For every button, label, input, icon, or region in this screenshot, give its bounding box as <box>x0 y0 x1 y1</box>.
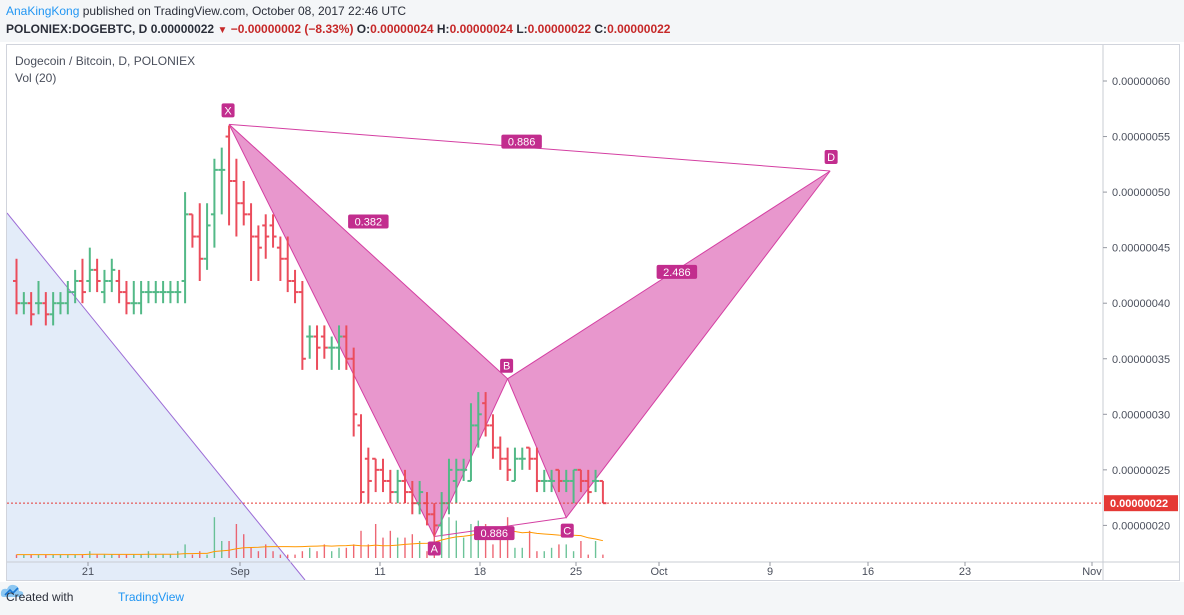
x-tick-label: Sep <box>230 566 250 578</box>
x-tick-label: 25 <box>570 566 582 578</box>
point-label-c-bg <box>560 523 574 538</box>
y-tick-label: 0.00000020 <box>1112 520 1170 532</box>
point-label-x-bg <box>221 103 235 118</box>
trend-line <box>7 212 306 580</box>
publish-info: AnaKingKong published on TradingView.com… <box>6 4 406 18</box>
y-tick-label: 0.00000045 <box>1112 243 1170 255</box>
y-tick-label: 0.00000030 <box>1112 409 1170 421</box>
x-tick-label: 11 <box>374 566 385 578</box>
current-price-tag-bg <box>1104 495 1178 512</box>
last-price: 0.00000022 <box>150 22 215 36</box>
y-tick-label: 0.00000050 <box>1112 187 1170 199</box>
x-tick-label: 23 <box>959 566 971 578</box>
y-tick-label: 0.00000060 <box>1112 76 1170 88</box>
current-price-tag: 0.00000022 <box>1110 498 1168 510</box>
close-value: 0.00000022 <box>607 22 671 36</box>
y-tick-label: 0.00000025 <box>1112 465 1170 477</box>
y-tick-label: 0.00000040 <box>1112 298 1170 310</box>
ratio-label-bd-bg <box>656 264 698 279</box>
chart-area[interactable]: X A B C D 0.382 0.886 2.486 0.886 0.00000060 0.000… <box>6 44 1180 581</box>
point-label-b-bg <box>500 358 514 373</box>
published-text: published on TradingView.com, October 08… <box>82 4 407 18</box>
down-triangle-icon: ▼ <box>217 25 228 36</box>
author-link[interactable]: AnaKingKong <box>6 4 80 18</box>
chart-header: AnaKingKong published on TradingView.com… <box>0 0 1184 42</box>
x-tick-label: Nov <box>1082 566 1102 578</box>
low-value: 0.00000022 <box>527 22 592 36</box>
open-value: 0.00000024 <box>370 22 434 36</box>
point-label-x: X <box>224 105 232 117</box>
point-label-d: D <box>827 152 835 164</box>
symbol-info: POLONIEX:DOGEBTC, D 0.00000022 ▼ −0.0000… <box>6 22 670 36</box>
point-label-c: C <box>563 526 571 538</box>
x-tick-label: Oct <box>650 566 667 578</box>
ratio-label-xd-bg <box>501 134 542 149</box>
chart-title: Dogecoin / Bitcoin, D, POLONIEX <box>15 54 196 68</box>
point-label-d-bg <box>824 149 838 164</box>
symbol-label: POLONIEX:DOGEBTC, D <box>6 22 148 36</box>
ratio-label-xb: 0.382 <box>355 217 383 229</box>
x-tick-label: 21 <box>82 566 94 578</box>
point-label-a-bg <box>427 541 441 556</box>
x-tick-label: 9 <box>767 566 773 578</box>
low-label: L: <box>516 22 528 36</box>
point-label-a: A <box>431 544 439 556</box>
x-tick-label: 16 <box>862 566 874 578</box>
point-label-b: B <box>503 361 510 373</box>
pattern-triangle-bcd <box>506 170 831 519</box>
close-label: C: <box>594 22 608 36</box>
y-tick-label: 0.00000055 <box>1112 132 1170 144</box>
price-chart[interactable]: X A B C D 0.382 0.886 2.486 0.886 0.00000060 0.000… <box>7 45 1179 580</box>
ratio-label-xd: 0.886 <box>508 137 536 149</box>
high-label: H: <box>436 22 450 36</box>
open-label: O: <box>356 22 371 36</box>
tradingview-link[interactable]: TradingView <box>118 590 185 604</box>
ratio-label-bd: 2.486 <box>663 267 691 279</box>
ratio-label-xb-bg <box>348 214 389 229</box>
volume-legend: Vol (20) <box>15 71 57 85</box>
price-change: −0.00000002 (−8.33%) <box>230 22 354 36</box>
footer: Created with TradingView <box>0 582 1184 615</box>
tradingview-logo-icon[interactable] <box>0 582 24 600</box>
ratio-label-ac-bg <box>474 526 515 541</box>
y-tick-label: 0.00000035 <box>1112 354 1170 366</box>
x-tick-label: 18 <box>474 566 486 578</box>
ratio-label-ac: 0.886 <box>481 528 509 540</box>
created-with-text: Created with <box>6 590 74 604</box>
high-value: 0.00000024 <box>449 22 513 36</box>
